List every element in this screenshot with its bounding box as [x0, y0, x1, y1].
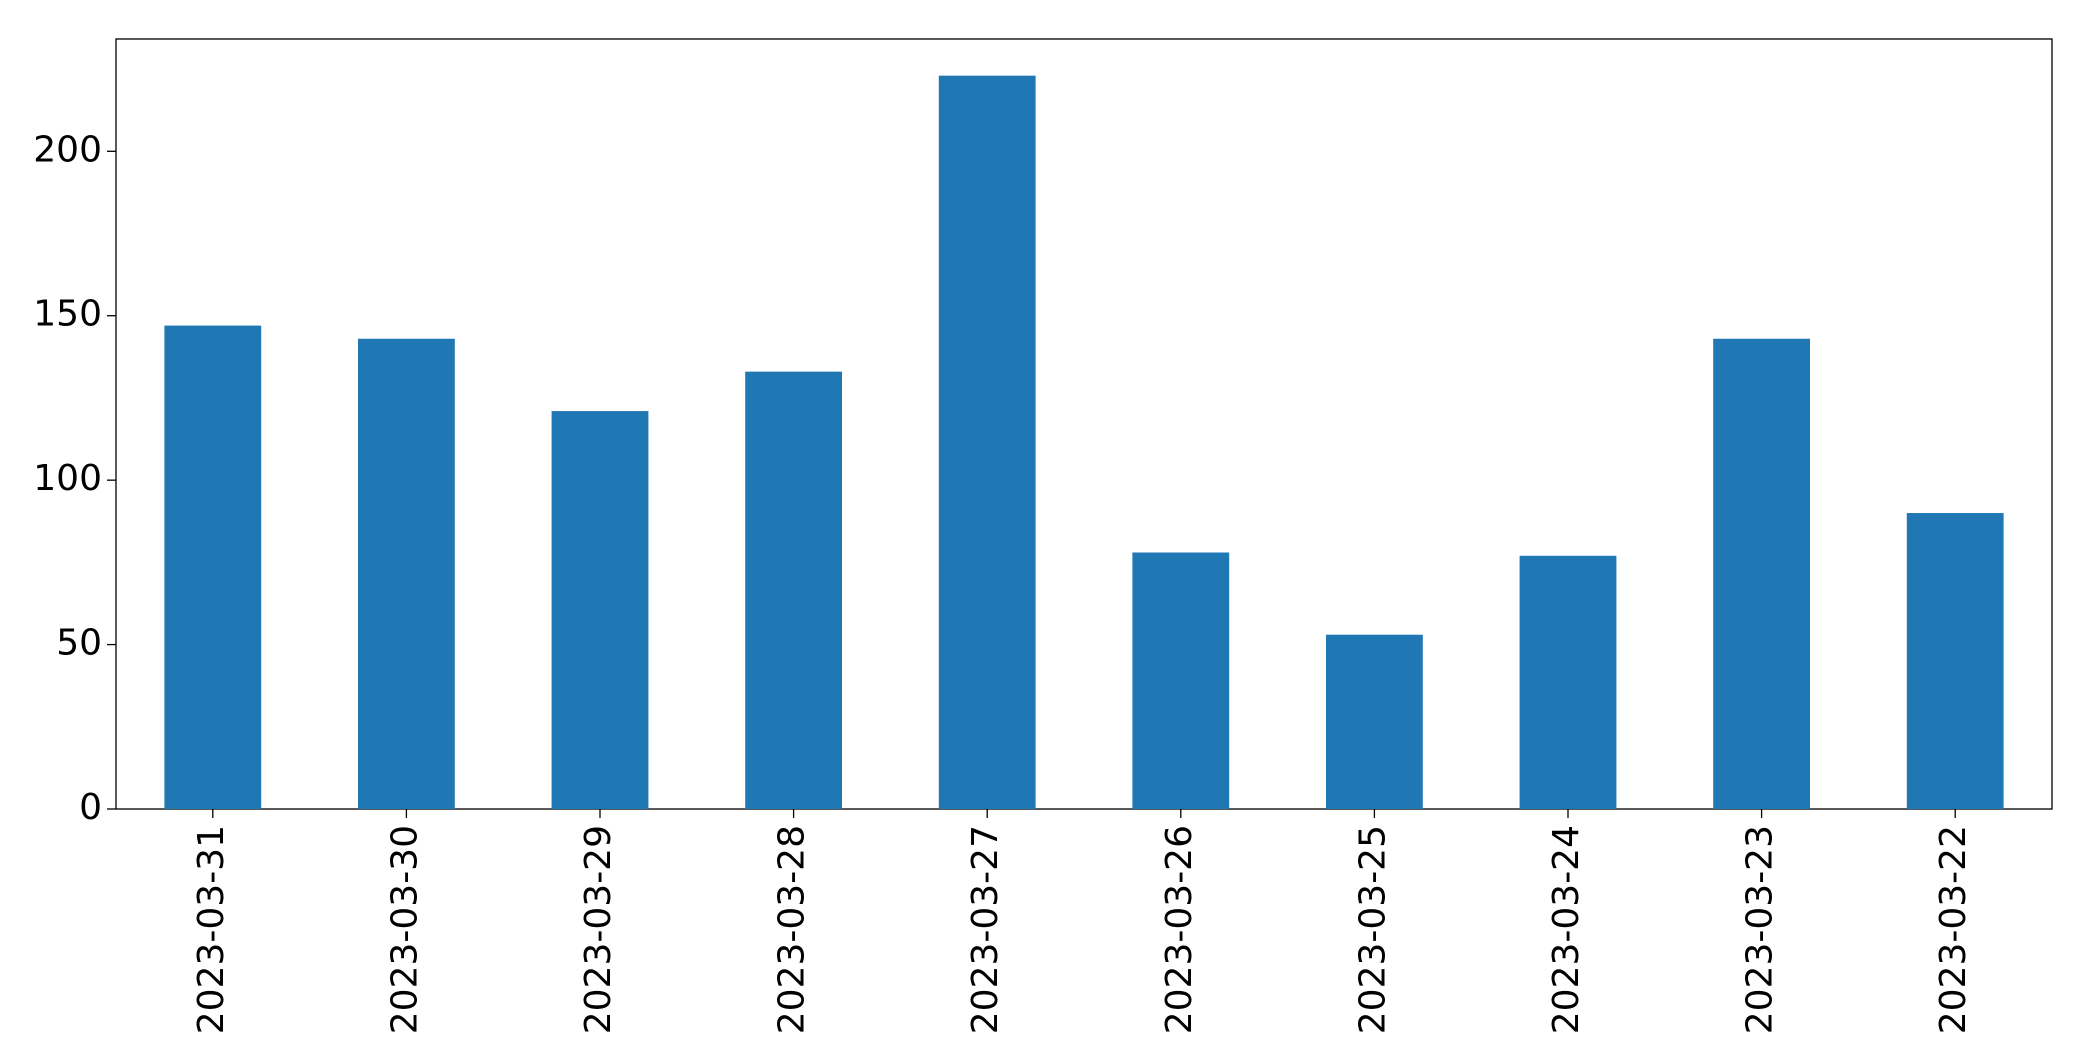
bar	[1519, 555, 1617, 809]
bar	[164, 325, 262, 809]
bar	[1906, 513, 2004, 809]
x-tick-label: 2023-03-27	[965, 825, 1006, 1034]
bar	[358, 338, 455, 809]
x-tick-label: 2023-03-29	[578, 825, 619, 1034]
y-tick-label: 200	[33, 129, 102, 170]
x-tick-label: 2023-03-24	[1546, 825, 1587, 1034]
x-tick-label: 2023-03-26	[1159, 825, 1200, 1034]
bar	[1326, 634, 1423, 809]
bar	[938, 75, 1036, 809]
x-tick-label: 2023-03-23	[1740, 825, 1781, 1034]
x-tick-label: 2023-03-31	[191, 825, 232, 1034]
bar	[745, 371, 842, 809]
bar	[551, 411, 649, 809]
bar	[1713, 338, 1810, 809]
plot-frame	[115, 38, 2053, 810]
y-tick-label: 0	[79, 787, 102, 828]
x-tick-label: 2023-03-22	[1933, 825, 1974, 1034]
y-tick-label: 150	[33, 294, 102, 335]
y-tick-label: 100	[33, 458, 102, 499]
x-tick-label: 2023-03-25	[1352, 825, 1393, 1034]
x-tick-label: 2023-03-28	[772, 825, 813, 1034]
y-tick-label: 50	[56, 623, 102, 664]
x-tick-label: 2023-03-30	[384, 825, 425, 1034]
bar	[1132, 552, 1230, 809]
